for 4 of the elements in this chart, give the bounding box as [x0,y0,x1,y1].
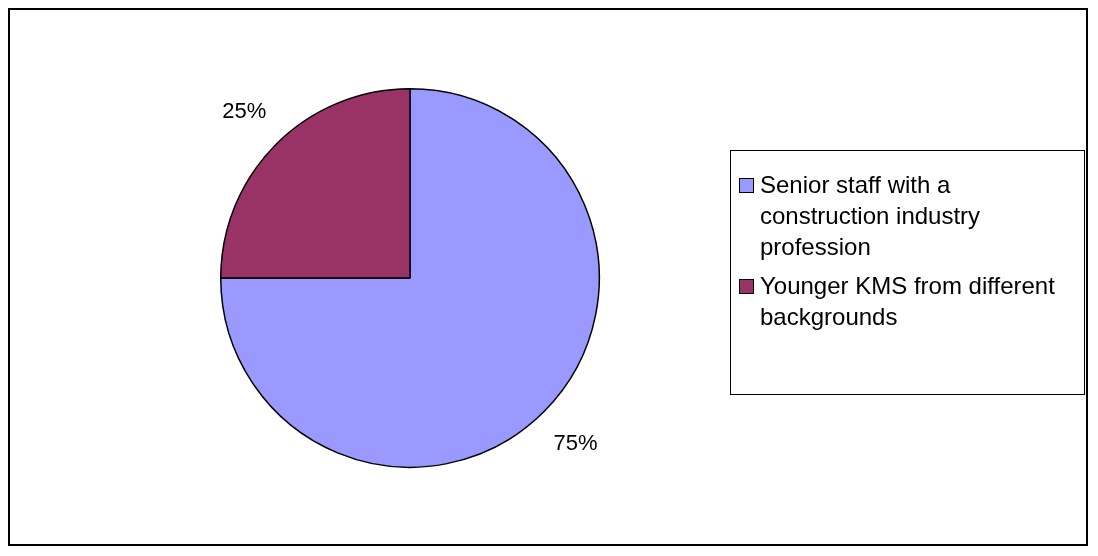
legend-label: Younger KMS from different backgrounds [760,271,1056,332]
data-label: 25% [222,98,267,124]
data-label: 75% [553,429,598,455]
legend-label: Senior staff with a construction industry profession [760,170,982,262]
